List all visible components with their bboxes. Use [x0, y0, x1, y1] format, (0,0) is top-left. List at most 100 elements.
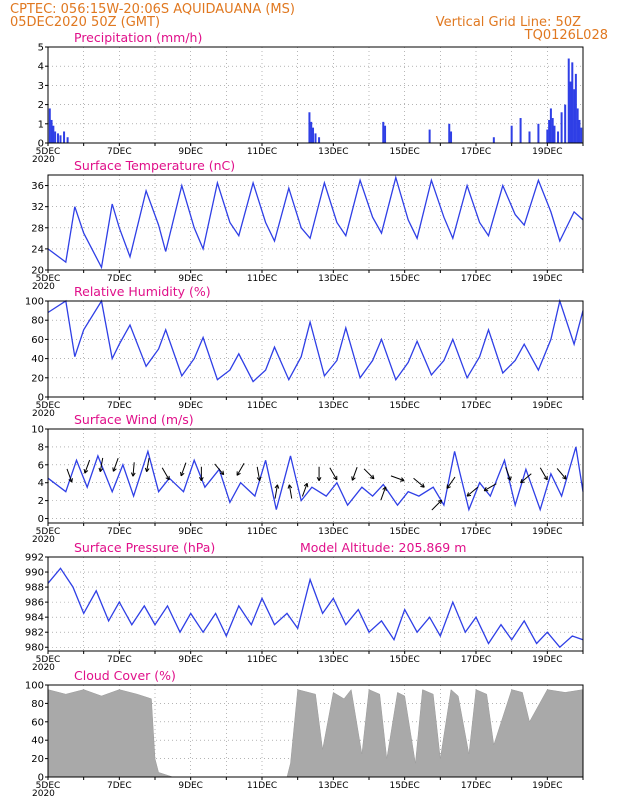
wind-arrow: [466, 486, 479, 497]
pressure-frame: [47, 556, 584, 652]
wind-xtick-label: 15DEC: [389, 527, 419, 537]
wind-frame: [47, 428, 584, 524]
wind-xtick-label: 5DEC: [36, 527, 61, 537]
wind-ytick-label: 8: [38, 442, 44, 453]
wind-xtick-label: 9DEC: [178, 527, 203, 537]
wind-arrow: [287, 484, 293, 499]
wind-arrow: [539, 467, 548, 481]
precip-bar: [573, 89, 576, 143]
humidity-xtick-label: 17DEC: [461, 401, 491, 411]
precip-bar: [571, 62, 574, 143]
pressure-xtick-label: 9DEC: [178, 655, 203, 665]
pressure-xtick-label: 15DEC: [389, 655, 419, 665]
precip-bar: [448, 123, 451, 143]
wind-arrow: [363, 468, 375, 480]
run-datetime: 05DEC2020 50Z (GMT): [10, 15, 160, 30]
temperature-xtick-label: 19DEC: [532, 274, 562, 284]
humidity-ytick-label: 80: [31, 316, 44, 327]
precip-bar: [580, 127, 583, 143]
precipitation-title: Precipitation (mm/h): [74, 30, 202, 45]
humidity-xtick-label: 9DEC: [178, 401, 203, 411]
temperature-ytick-label: 24: [31, 244, 44, 255]
precip-bar: [428, 129, 431, 143]
pressure-ytick-label: 992: [25, 553, 44, 564]
cloud-cover-xtick-label: 7DEC: [107, 781, 132, 791]
precip-bar: [312, 127, 315, 143]
wind-ytick-label: 10: [31, 425, 44, 436]
cloud-cover-xtick-label: 11DEC: [247, 781, 277, 791]
temperature-xtick-label: 17DEC: [461, 274, 491, 284]
precip-bar: [59, 135, 62, 143]
precip-bar: [56, 133, 59, 143]
wind-arrow: [274, 484, 280, 499]
pressure-ytick-label: 990: [25, 568, 44, 579]
cloud-cover-title: Cloud Cover (%): [74, 668, 176, 683]
precipitation-ytick-label: 2: [38, 100, 44, 111]
wind-xtick-label: 13DEC: [318, 527, 348, 537]
temperature-xtick-label: 9DEC: [178, 274, 203, 284]
wind-year-label: 2020: [32, 535, 55, 545]
wind-arrow: [112, 458, 119, 472]
cloud-cover-area: [47, 688, 584, 778]
temperature-frame: [47, 174, 584, 271]
wind-arrow: [329, 467, 338, 481]
precipitation-year-label: 2020: [32, 155, 55, 165]
temperature-series-line: [47, 175, 584, 270]
temperature-xtick-label: 13DEC: [318, 274, 348, 284]
wind-title: Surface Wind (m/s): [74, 412, 194, 427]
precip-bar: [564, 104, 567, 143]
precip-bar: [569, 81, 572, 143]
wind-arrow: [390, 475, 405, 482]
humidity-xtick-label: 15DEC: [389, 401, 419, 411]
humidity-ytick-label: 40: [31, 354, 44, 365]
humidity-xtick-label: 11DEC: [247, 401, 277, 411]
precip-bar: [54, 131, 57, 143]
humidity-ytick-label: 0: [38, 393, 44, 404]
wind-arrow: [520, 473, 532, 484]
wind-arrow: [83, 459, 91, 474]
wind-xtick-label: 11DEC: [247, 527, 277, 537]
wind-xtick-label: 17DEC: [461, 527, 491, 537]
humidity-xtick-label: 13DEC: [318, 401, 348, 411]
cloud-cover-ytick-label: 60: [31, 717, 44, 728]
wind-ytick-label: 2: [38, 496, 44, 507]
temperature-ytick-label: 28: [31, 223, 44, 234]
cloud-cover-xtick-label: 17DEC: [461, 781, 491, 791]
wind-ytick-label: 0: [38, 514, 44, 525]
temperature-xtick-label: 11DEC: [247, 274, 277, 284]
cloud-cover-year-label: 2020: [32, 789, 55, 799]
pressure-ytick-label: 980: [25, 643, 44, 654]
precipitation-xtick-label: 7DEC: [107, 147, 132, 157]
wind-arrow: [351, 467, 358, 481]
cloud-cover-xtick-label: 19DEC: [532, 781, 562, 791]
pressure-ytick-label: 986: [25, 598, 44, 609]
wind-arrow: [256, 466, 262, 481]
precip-bar: [492, 137, 495, 143]
wind-arrow: [66, 468, 73, 483]
wind-arrow: [380, 486, 387, 501]
humidity-year-label: 2020: [32, 409, 55, 419]
cloud-cover-xtick-label: 15DEC: [389, 781, 419, 791]
precip-bar: [576, 108, 579, 143]
wind-arrow: [483, 483, 497, 492]
wind-arrow: [214, 463, 225, 476]
precip-bar: [63, 131, 66, 143]
wind-arrow: [144, 457, 150, 473]
precipitation-ytick-label: 3: [38, 81, 44, 92]
precip-bar: [548, 119, 551, 143]
wind-arrow: [413, 477, 425, 488]
precip-bar: [382, 121, 385, 143]
wind-arrow: [98, 457, 104, 473]
humidity-panel: 0 20 40 60 80 100 5DEC 7DEC 9DEC 11DEC 13DEC 15DEC 1…: [25, 284, 584, 419]
precip-bar: [557, 131, 560, 143]
humidity-ytick-label: 20: [31, 373, 44, 384]
precip-bar: [567, 58, 570, 143]
wind-xtick-label: 19DEC: [532, 527, 562, 537]
precip-bar: [52, 125, 55, 143]
precipitation-xtick-label: 9DEC: [178, 147, 203, 157]
humidity-title: Relative Humidity (%): [74, 284, 211, 299]
model-id: TQ0126L028: [524, 28, 608, 43]
pressure-xtick-label: 19DEC: [532, 655, 562, 665]
temperature-ytick-label: 20: [31, 266, 44, 277]
precipitation-ytick-label: 1: [38, 119, 44, 130]
